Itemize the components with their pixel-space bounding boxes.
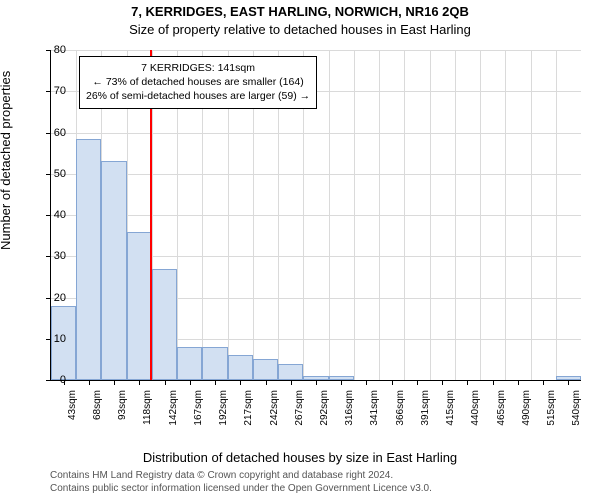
histogram-bar [177,347,202,380]
xtick-mark [341,380,342,385]
info-box-line3: 26% of semi-detached houses are larger (… [86,89,310,103]
ytick-label: 20 [26,292,66,304]
xtick-mark [215,380,216,385]
xtick-label: 292sqm [319,390,330,426]
gridline-v [455,50,456,380]
gridline-v [556,50,557,380]
xtick-mark [417,380,418,385]
xtick-mark [266,380,267,385]
gridline-v [329,50,330,380]
info-box-line1: 7 KERRIDGES: 141sqm [86,61,310,75]
xtick-mark [165,380,166,385]
histogram-bar [228,355,253,380]
gridline-v [354,50,355,380]
info-box: 7 KERRIDGES: 141sqm ← 73% of detached ho… [79,56,317,109]
xtick-mark [89,380,90,385]
ytick-label: 0 [26,374,66,386]
ytick-label: 10 [26,333,66,345]
attribution-line2: Contains public sector information licen… [50,483,432,494]
histogram-bar [76,139,101,380]
gridline-v [430,50,431,380]
xtick-label: 68sqm [92,390,103,420]
xtick-mark [316,380,317,385]
xtick-label: 93sqm [117,390,128,420]
histogram-bar [152,269,177,380]
xtick-label: 43sqm [67,390,78,420]
gridline-h [51,50,581,51]
xtick-mark [518,380,519,385]
ytick-label: 30 [26,250,66,262]
xtick-label: 217sqm [243,390,254,426]
gridline-v [480,50,481,380]
xtick-label: 515sqm [546,390,557,426]
xtick-mark [568,380,569,385]
xtick-label: 316sqm [344,390,355,426]
ytick-label: 40 [26,209,66,221]
xtick-label: 341sqm [369,390,380,426]
xtick-mark [493,380,494,385]
histogram-bar [127,232,152,381]
xtick-label: 415sqm [445,390,456,426]
xtick-mark [366,380,367,385]
xtick-mark [114,380,115,385]
histogram-bar [278,364,303,381]
xtick-mark [392,380,393,385]
histogram-bar [101,161,126,380]
chart-container: 7, KERRIDGES, EAST HARLING, NORWICH, NR1… [0,0,600,500]
gridline-h [51,215,581,216]
xtick-label: 440sqm [470,390,481,426]
xtick-mark [190,380,191,385]
xtick-label: 267sqm [294,390,305,426]
xtick-label: 242sqm [269,390,280,426]
xtick-mark [442,380,443,385]
gridline-v [404,50,405,380]
histogram-bar [253,359,278,380]
gridline-v [505,50,506,380]
xtick-label: 490sqm [521,390,532,426]
ytick-label: 80 [26,44,66,56]
xtick-mark [291,380,292,385]
ytick-label: 60 [26,127,66,139]
xtick-mark [543,380,544,385]
gridline-h [51,174,581,175]
xtick-mark [240,380,241,385]
xtick-label: 465sqm [496,390,507,426]
plot-area: 43sqm68sqm93sqm118sqm142sqm167sqm192sqm2… [50,50,581,381]
ytick-label: 70 [26,85,66,97]
xtick-label: 540sqm [571,390,582,426]
xtick-label: 118sqm [142,390,153,425]
attribution-line1: Contains HM Land Registry data © Crown c… [50,470,393,481]
xtick-label: 391sqm [420,390,431,426]
x-axis-label: Distribution of detached houses by size … [0,450,600,465]
gridline-h [51,133,581,134]
xtick-label: 192sqm [218,390,229,426]
xtick-label: 167sqm [193,390,204,426]
xtick-label: 142sqm [168,390,179,426]
histogram-bar [202,347,227,380]
chart-title-subtitle: Size of property relative to detached ho… [0,22,600,37]
y-axis-label: Number of detached properties [0,71,13,250]
gridline-v [379,50,380,380]
info-box-line2: ← 73% of detached houses are smaller (16… [86,75,310,89]
chart-title-address: 7, KERRIDGES, EAST HARLING, NORWICH, NR1… [0,4,600,19]
gridline-v [531,50,532,380]
xtick-mark [467,380,468,385]
xtick-mark [139,380,140,385]
ytick-label: 50 [26,168,66,180]
xtick-label: 366sqm [395,390,406,426]
